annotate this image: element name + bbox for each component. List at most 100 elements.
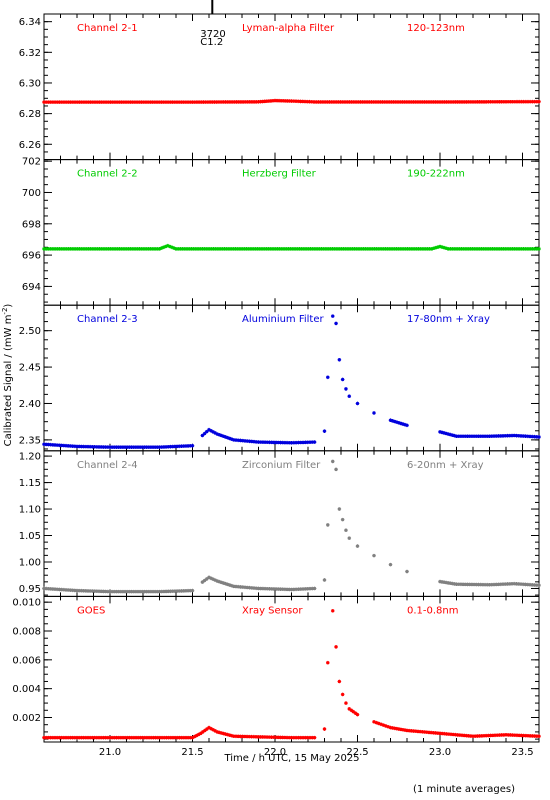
data-point xyxy=(161,100,166,104)
data-point xyxy=(326,247,330,251)
data-point xyxy=(484,247,488,251)
data-point xyxy=(519,434,523,438)
data-point xyxy=(454,434,459,439)
data-point xyxy=(510,247,515,251)
data-point xyxy=(99,247,104,251)
data-point xyxy=(230,100,234,104)
data-point xyxy=(153,445,157,449)
data-point xyxy=(385,247,390,251)
data-point xyxy=(455,733,460,737)
data-point xyxy=(166,589,171,594)
data-point xyxy=(228,100,232,104)
data-point xyxy=(301,735,305,740)
data-point xyxy=(367,100,372,104)
data-point xyxy=(91,247,95,251)
data-point xyxy=(310,247,315,251)
data-point xyxy=(309,100,314,104)
data-point xyxy=(57,443,62,448)
data-point xyxy=(381,247,386,251)
data-point xyxy=(467,434,472,439)
series-points xyxy=(42,609,541,740)
data-point xyxy=(46,247,51,251)
data-point xyxy=(221,731,226,736)
data-point xyxy=(492,247,497,251)
data-point xyxy=(283,587,287,592)
data-point xyxy=(55,735,59,740)
data-point xyxy=(354,100,358,104)
y-tick-label: 0.008 xyxy=(12,626,41,637)
data-point xyxy=(267,587,272,591)
data-point xyxy=(139,247,144,251)
data-point xyxy=(343,247,348,251)
data-point xyxy=(515,247,519,251)
data-point xyxy=(334,100,338,104)
data-point xyxy=(349,708,354,713)
data-point xyxy=(464,100,469,104)
data-point xyxy=(402,100,407,104)
data-point xyxy=(497,733,502,737)
data-point xyxy=(310,586,315,591)
data-point xyxy=(457,247,462,251)
data-point xyxy=(129,445,134,449)
data-point xyxy=(269,440,274,445)
data-point xyxy=(447,100,451,104)
data-point xyxy=(337,247,341,251)
data-point xyxy=(170,245,174,250)
data-point xyxy=(537,734,541,739)
data-point xyxy=(252,100,256,104)
data-point xyxy=(106,445,110,449)
data-point xyxy=(229,247,233,251)
data-point xyxy=(137,247,142,251)
data-point xyxy=(281,99,286,103)
data-point xyxy=(310,440,315,444)
data-point xyxy=(440,430,444,435)
data-point xyxy=(151,735,156,740)
data-point xyxy=(450,247,455,251)
data-point xyxy=(278,587,283,591)
data-point xyxy=(399,727,403,732)
data-point xyxy=(53,735,57,740)
data-point xyxy=(188,588,193,593)
data-point xyxy=(460,100,464,104)
data-point xyxy=(253,247,258,251)
data-point xyxy=(377,247,381,251)
data-point xyxy=(190,100,195,104)
y-tick-label: 1.15 xyxy=(19,478,41,489)
data-point xyxy=(42,735,46,740)
data-point xyxy=(159,589,164,594)
data-point xyxy=(501,247,506,251)
data-point xyxy=(401,727,405,732)
data-point xyxy=(151,445,155,449)
data-point xyxy=(238,585,243,589)
data-point xyxy=(308,735,312,740)
data-point xyxy=(140,735,145,740)
data-point xyxy=(534,247,539,251)
data-point xyxy=(354,247,359,251)
data-point xyxy=(194,247,198,251)
data-point xyxy=(128,247,133,251)
data-point xyxy=(347,707,352,711)
data-point xyxy=(103,735,108,740)
data-point xyxy=(322,429,327,433)
data-point xyxy=(90,100,95,104)
data-point xyxy=(298,99,303,104)
data-point xyxy=(138,445,142,449)
data-point xyxy=(77,735,81,740)
data-point xyxy=(427,730,431,735)
data-point xyxy=(205,727,209,731)
data-point xyxy=(70,588,75,593)
data-point xyxy=(491,733,495,738)
data-point xyxy=(300,99,305,104)
data-point xyxy=(380,100,385,104)
data-point xyxy=(483,434,487,439)
data-point xyxy=(376,100,380,104)
data-point xyxy=(68,588,73,592)
data-point xyxy=(75,735,79,740)
data-point xyxy=(506,99,510,104)
data-point xyxy=(236,100,241,104)
data-point xyxy=(293,247,297,251)
data-point xyxy=(313,247,317,251)
data-point xyxy=(461,434,465,439)
data-point xyxy=(444,431,448,436)
data-point xyxy=(448,581,453,586)
